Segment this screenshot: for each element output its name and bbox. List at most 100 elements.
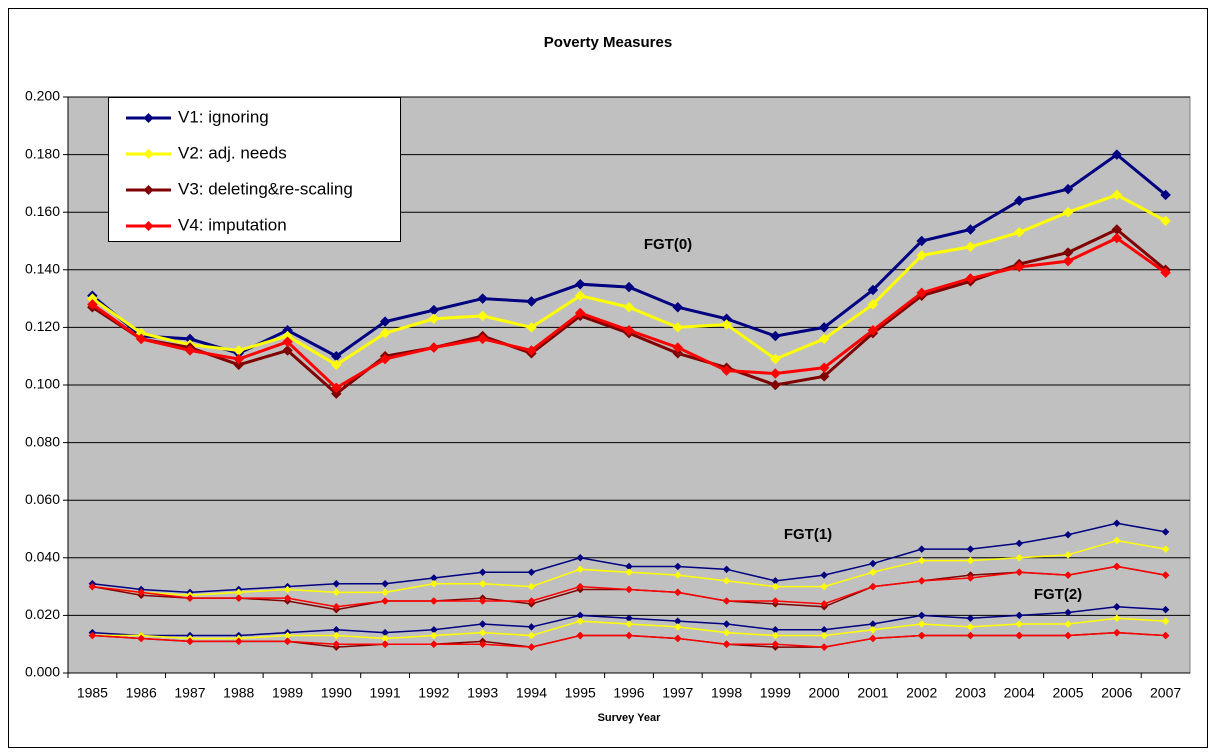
point-marker: [1112, 614, 1121, 623]
point-marker: [672, 347, 684, 359]
point-marker: [1161, 571, 1170, 579]
point-marker: [332, 631, 341, 640]
legend-marker: [143, 149, 154, 159]
point-marker: [186, 594, 194, 602]
y-tick-label: 0.080: [25, 433, 60, 449]
point-marker: [430, 597, 438, 605]
point-marker: [381, 640, 389, 649]
point-marker: [623, 301, 635, 313]
point-marker: [477, 310, 489, 322]
y-tick-label: 0.180: [25, 145, 60, 161]
point-marker: [917, 576, 926, 585]
legend-marker: [143, 113, 154, 123]
legend-box: [108, 97, 401, 242]
point-marker: [673, 634, 682, 643]
point-marker: [1064, 530, 1072, 539]
x-tick-label: 1995: [565, 685, 596, 701]
legend-label: V1: ignoring: [178, 107, 269, 126]
point-marker: [965, 224, 976, 235]
point-marker: [722, 597, 731, 605]
point-marker: [672, 342, 684, 353]
point-marker: [1161, 545, 1170, 554]
point-marker: [625, 620, 633, 628]
x-tick-label: 2006: [1101, 685, 1132, 701]
point-marker: [234, 637, 243, 646]
point-marker: [1112, 562, 1121, 571]
point-marker: [966, 574, 975, 582]
point-marker: [966, 556, 975, 565]
point-marker: [1112, 536, 1121, 545]
point-marker: [623, 281, 635, 293]
point-marker: [527, 568, 536, 577]
point-marker: [916, 235, 928, 247]
point-marker: [1064, 608, 1072, 617]
chart-title: Poverty Measures: [544, 34, 672, 51]
point-marker: [869, 559, 877, 568]
point-marker: [820, 571, 828, 579]
x-tick-label: 1997: [662, 685, 693, 701]
point-marker: [769, 353, 781, 365]
point-marker: [769, 379, 781, 391]
point-marker: [1161, 617, 1170, 626]
point-marker: [1015, 539, 1024, 548]
point-marker: [184, 345, 196, 356]
point-marker: [576, 631, 585, 640]
x-tick-label: 1999: [760, 685, 791, 701]
point-marker: [820, 631, 828, 640]
x-tick-label: 1994: [516, 685, 547, 701]
point-marker: [917, 620, 926, 628]
point-marker: [574, 278, 586, 290]
point-marker: [330, 359, 342, 371]
legend-label: V3: deleting&re-scaling: [178, 179, 353, 198]
x-tick-label: 1988: [223, 685, 254, 701]
point-marker: [526, 345, 537, 356]
annotation: FGT(1): [784, 526, 832, 543]
point-marker: [869, 625, 877, 634]
point-marker: [478, 620, 487, 628]
point-marker: [673, 588, 682, 597]
x-tick-label: 1989: [272, 685, 303, 701]
y-tick-label: 0.000: [25, 664, 60, 680]
point-marker: [379, 316, 391, 327]
point-marker: [379, 327, 391, 339]
point-marker: [867, 299, 879, 310]
point-marker: [430, 579, 438, 588]
point-marker: [379, 353, 391, 365]
legend-marker: [143, 221, 154, 231]
point-marker: [672, 301, 684, 313]
point-marker: [672, 322, 684, 333]
point-marker: [966, 614, 975, 623]
point-marker: [527, 623, 536, 631]
point-marker: [428, 342, 440, 353]
point-marker: [771, 631, 780, 640]
point-marker: [478, 597, 487, 605]
point-marker: [1015, 568, 1024, 577]
point-marker: [283, 594, 292, 602]
point-marker: [282, 336, 293, 348]
y-tick-label: 0.060: [25, 491, 60, 507]
x-tick-label: 1993: [467, 685, 498, 701]
annotation: FGT(0): [644, 236, 692, 253]
point-marker: [576, 553, 585, 562]
point-marker: [867, 284, 879, 296]
point-marker: [135, 333, 147, 345]
point-marker: [966, 623, 975, 631]
point-marker: [916, 287, 928, 299]
point-marker: [574, 307, 586, 319]
point-marker: [820, 643, 828, 651]
point-marker: [1062, 255, 1074, 267]
point-marker: [1062, 206, 1074, 218]
point-marker: [332, 588, 341, 597]
point-marker: [1064, 551, 1072, 559]
point-marker: [869, 634, 877, 643]
point-marker: [1160, 267, 1171, 279]
point-marker: [769, 368, 781, 379]
y-tick-label: 0.040: [25, 549, 60, 565]
point-marker: [917, 545, 926, 554]
point-marker: [673, 571, 682, 579]
point-marker: [916, 250, 928, 261]
point-marker: [186, 637, 194, 646]
point-marker: [1015, 611, 1024, 620]
point-marker: [1161, 631, 1170, 640]
point-marker: [527, 597, 536, 605]
